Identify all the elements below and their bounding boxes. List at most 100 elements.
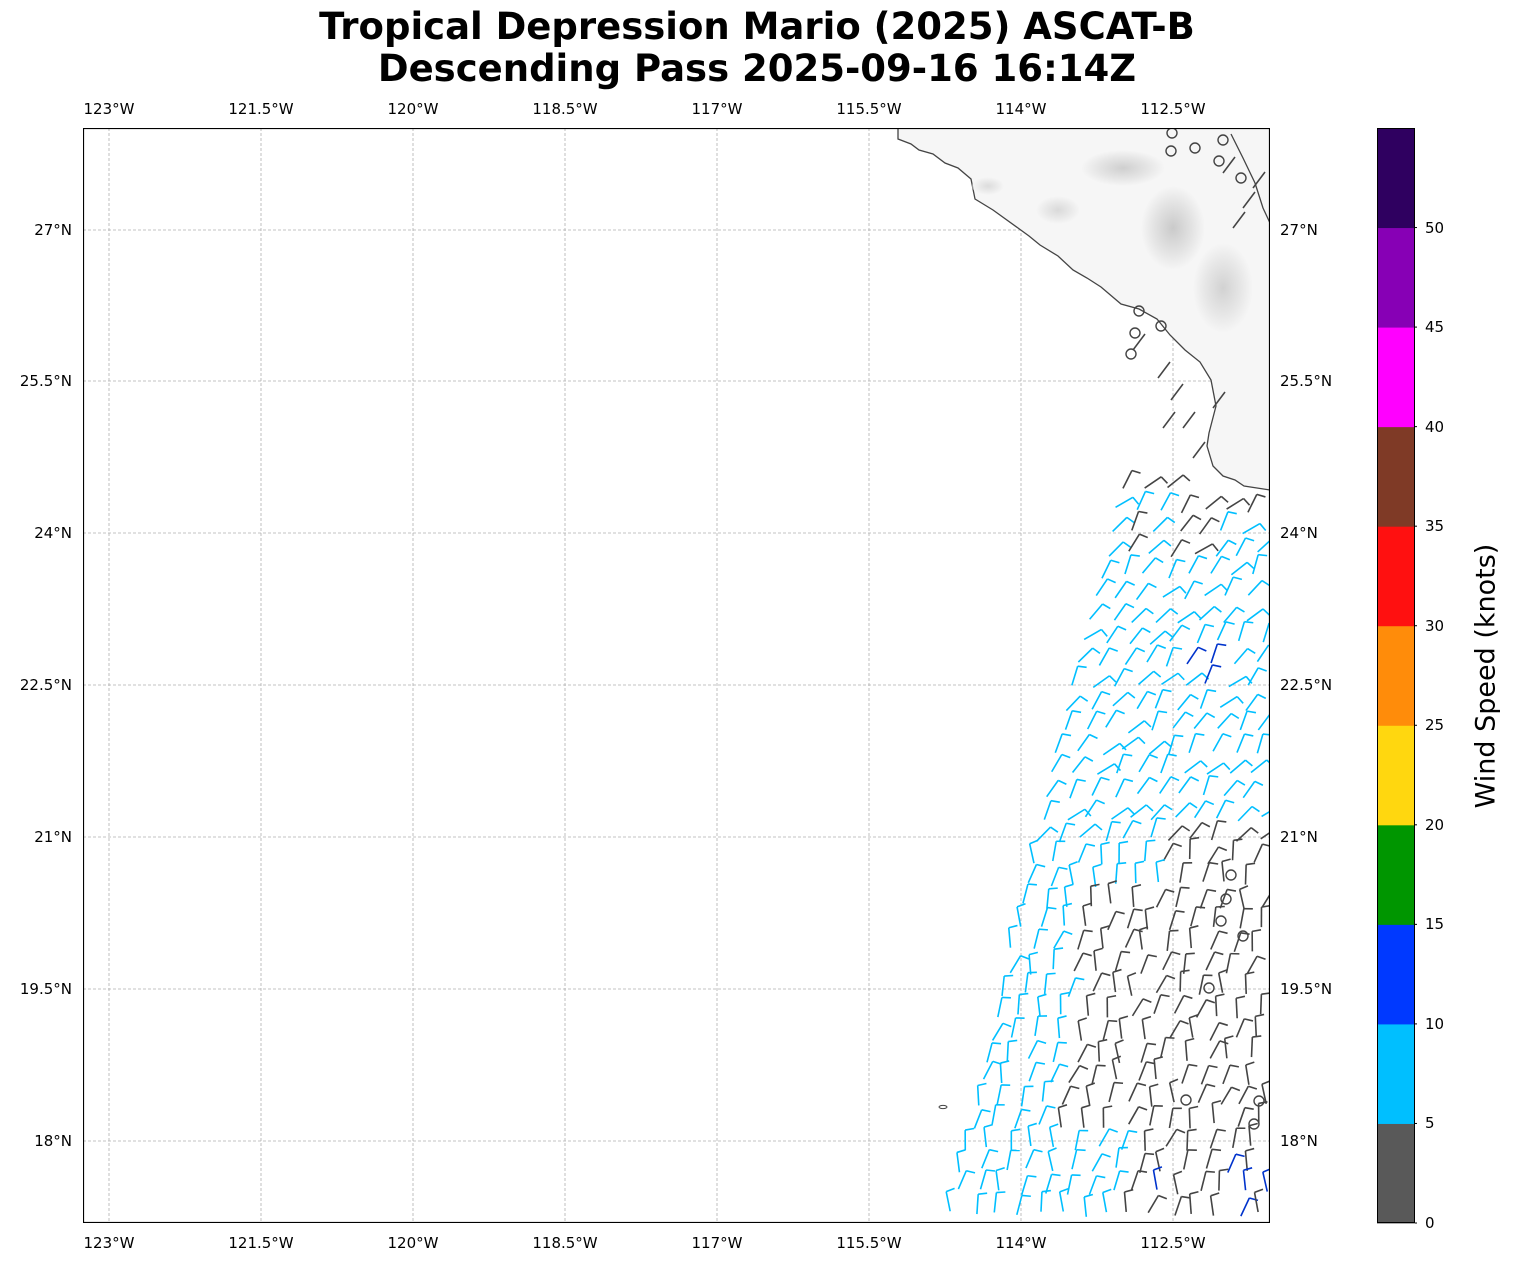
wind-barb [1136,776,1158,795]
wind-barb [1052,947,1064,970]
wind-barb [1159,776,1180,794]
wind-barb [1114,580,1135,599]
wind-barb [1121,736,1146,750]
wind-barb [1089,603,1111,620]
wind-barb [1202,861,1219,882]
wind-barb [1010,1128,1021,1151]
calm-circle [1220,893,1232,905]
wind-barb [1170,539,1191,558]
wind-barb [1001,974,1014,997]
wind-barb [1244,1061,1255,1085]
wind-barb [1220,1086,1241,1105]
wind-barb [1251,928,1262,952]
wind-barb [1210,820,1227,841]
wind-barb [1259,992,1270,1015]
wind-barb [1077,843,1096,863]
wind-barb [1123,1188,1134,1212]
wind-barb [1059,991,1070,1015]
colorbar-swatch [1377,725,1415,826]
wind-barb [1228,675,1253,688]
wind-barb [1212,391,1226,409]
lat-tick-label-left: 27°N [34,221,72,239]
wind-barb [1229,759,1253,774]
wind-barb [1113,667,1133,687]
wind-barb [1099,925,1110,949]
wind-barb [1253,1188,1264,1213]
calm-circle [1166,128,1178,139]
wind-barb [1223,1035,1234,1059]
wind-barb [1112,968,1122,993]
wind-barb [1162,585,1187,598]
wind-barb [1014,1108,1031,1129]
wind-barb [1188,732,1205,753]
wind-barb [1168,1107,1182,1129]
wind-barb [979,1169,996,1190]
wind-barb [1175,802,1198,818]
wind-barb [1097,763,1122,775]
wind-barb [1182,411,1196,429]
wind-barb [1128,1106,1148,1125]
wind-barb [1237,620,1254,642]
wind-barb [1167,825,1191,841]
wind-barb [1189,821,1211,840]
wind-barb [1054,733,1072,753]
wind-barb [1188,836,1200,860]
colorbar-tick-label: 15 [1425,915,1445,934]
calm-circle [1203,982,1215,994]
wind-barb [1215,539,1237,557]
wind-barb [1242,1167,1253,1191]
wind-barb [1106,625,1127,644]
wind-barb [1242,522,1267,535]
wind-barb [1168,910,1185,931]
wind-barb [1092,863,1102,888]
wind-barb [1141,557,1164,574]
wind-barb [983,1123,993,1148]
wind-barb [1128,533,1149,552]
wind-barb [1024,971,1037,993]
wind-barb [1230,561,1255,576]
colorbar-swatch [1377,128,1415,229]
lon-tick-label-top: 114°W [995,100,1047,118]
lat-tick-label-right: 25.5°N [1280,372,1333,390]
wind-barb [1147,1194,1168,1214]
wind-barb [1140,954,1157,974]
wind-barb [1136,690,1157,710]
wind-barb [1084,799,1106,818]
wind-barb [964,1127,975,1151]
colorbar-swatch [1377,625,1415,726]
wind-barb [1138,1061,1156,1081]
wind-barb [1046,887,1058,909]
wind-barb [1051,753,1071,773]
wind-barb [1098,1128,1118,1147]
wind-barb [1017,992,1029,1015]
wind-barb [1016,1194,1031,1216]
wind-barb [1160,491,1180,511]
colorbar-swatch [1377,227,1415,328]
wind-barb [1138,926,1149,950]
wind-barb [1254,1013,1265,1037]
wind-barb [1155,608,1179,624]
wind-barb [1022,883,1037,904]
wind-barb [1062,902,1073,926]
wind-barb [1102,1019,1118,1041]
wind-barb [1192,441,1206,459]
colorbar-swatch [1377,426,1415,527]
wind-barb [1131,884,1142,907]
wind-barb [1102,742,1127,756]
wind-barb [1186,1128,1197,1151]
wind-barb [1242,780,1264,799]
wind-barb [1218,1168,1229,1191]
colorbar-tick-label: 45 [1425,318,1445,337]
wind-barb [1041,1080,1054,1102]
wind-barb [1131,607,1154,623]
wind-barb [1138,670,1162,685]
wind-barb [945,1187,955,1212]
wind-barb [1089,883,1100,907]
calm-circle [1225,869,1237,881]
wind-barb [1092,675,1117,689]
wind-barb [1082,902,1092,926]
colorbar-swatch [1377,526,1415,627]
wind-barb [1214,993,1225,1017]
wind-barb [1148,539,1172,554]
wind-barb [1246,955,1266,975]
